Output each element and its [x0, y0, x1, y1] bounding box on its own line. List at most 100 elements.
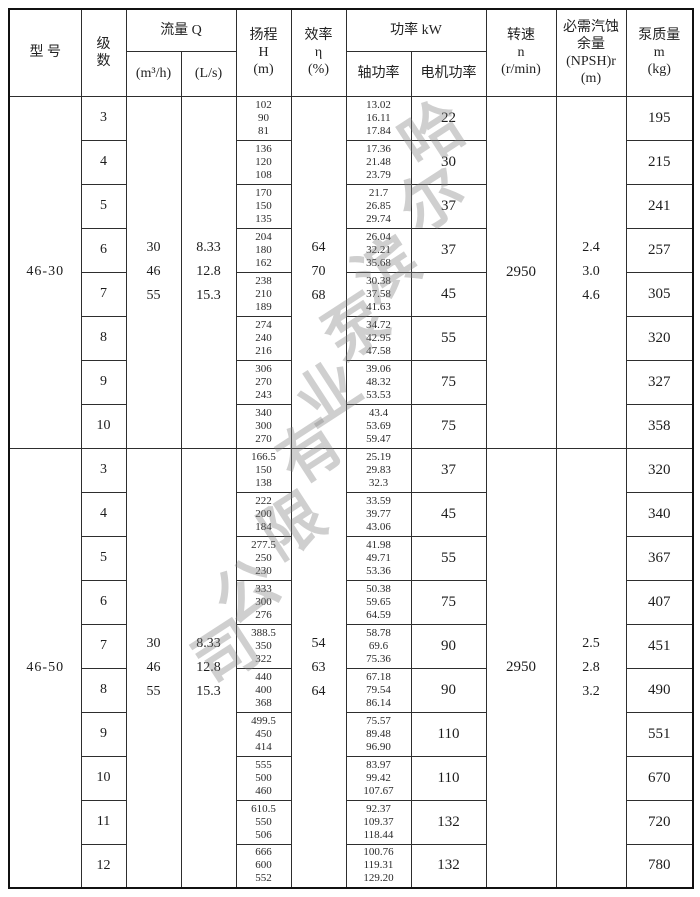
- table-row: 6 333 300 276 50.38 59.65 64.59 75 407: [9, 579, 694, 625]
- motor-power-cell: 37: [410, 183, 487, 229]
- mass-cell: 320: [625, 447, 694, 493]
- col-header-shaft-power: 轴功率: [345, 50, 412, 97]
- mass-cell: 340: [625, 491, 694, 537]
- mass-cell: 551: [625, 711, 694, 757]
- mass-cell: 257: [625, 227, 694, 273]
- col-header-flow-m3h: (m³/h): [125, 50, 182, 97]
- motor-power-cell: 132: [410, 843, 487, 889]
- motor-power-cell: 55: [410, 535, 487, 581]
- col-header-flow-ls: (L/s): [180, 50, 237, 97]
- table-row: 5 170 150 135 21.7 26.85 29.74 37 241: [9, 183, 694, 229]
- motor-power-cell: 75: [410, 579, 487, 625]
- stages-cell: 9: [80, 359, 127, 405]
- table-row: 11 610.5 550 506 92.37 109.37 118.44 132…: [9, 799, 694, 845]
- mass-cell: 241: [625, 183, 694, 229]
- motor-power-cell: 110: [410, 755, 487, 801]
- table-row: 7 238 210 189 30.38 37.58 41.63 45 305: [9, 271, 694, 317]
- table-row: 10 340 300 270 43.4 53.69 59.47 75 358: [9, 403, 694, 449]
- flow-ls-cell: 8.33 12.8 15.3: [180, 447, 237, 889]
- stages-cell: 6: [80, 579, 127, 625]
- motor-power-cell: 22: [410, 95, 487, 141]
- table-row: 46-50 3 30 46 55 8.33 12.8 15.3 166.5 15…: [8, 447, 694, 889]
- col-header-efficiency: 效率 η (%): [290, 8, 347, 97]
- table-row: 12 666 600 552 100.76 119.31 129.20 132 …: [9, 843, 694, 889]
- stages-cell: 12: [80, 843, 127, 889]
- head-cell: 306 270 243: [235, 359, 292, 405]
- head-cell: 277.5 250 230: [235, 535, 292, 581]
- head-cell: 204 180 162: [235, 227, 292, 273]
- mass-cell: 320: [625, 315, 694, 361]
- head-cell: 440 400 368: [235, 667, 292, 713]
- motor-power-cell: 110: [410, 711, 487, 757]
- table-row: 10 555 500 460 83.97 99.42 107.67 110 67…: [9, 755, 694, 801]
- shaft-power-cell: 34.72 42.95 47.58: [345, 315, 412, 361]
- table-row: 7 388.5 350 322 58.78 69.6 75.36 90 451: [9, 623, 694, 669]
- col-header-flow: 流量 Q: [125, 8, 237, 52]
- stages-cell: 5: [80, 535, 127, 581]
- shaft-power-cell: 67.18 79.54 86.14: [345, 667, 412, 713]
- speed-cell: 2950: [485, 95, 557, 449]
- shaft-power-cell: 75.57 89.48 96.90: [345, 711, 412, 757]
- mass-cell: 358: [625, 403, 694, 449]
- col-header-motor-power: 电机功率: [410, 50, 487, 97]
- shaft-power-cell: 25.19 29.83 32.3: [345, 447, 412, 493]
- shaft-power-cell: 26.04 32.21 35.68: [345, 227, 412, 273]
- shaft-power-cell: 21.7 26.85 29.74: [345, 183, 412, 229]
- shaft-power-cell: 50.38 59.65 64.59: [345, 579, 412, 625]
- flow-m3h-cell: 30 46 55: [125, 447, 182, 889]
- head-cell: 136 120 108: [235, 139, 292, 185]
- head-cell: 388.5 350 322: [235, 623, 292, 669]
- motor-power-cell: 55: [410, 315, 487, 361]
- mass-cell: 720: [625, 799, 694, 845]
- mass-cell: 367: [625, 535, 694, 581]
- shaft-power-cell: 39.06 48.32 53.53: [345, 359, 412, 405]
- col-header-mass: 泵质量 m (kg): [625, 8, 694, 97]
- mass-cell: 451: [625, 623, 694, 669]
- mass-cell: 407: [625, 579, 694, 625]
- shaft-power-cell: 43.4 53.69 59.47: [345, 403, 412, 449]
- head-cell: 274 240 216: [235, 315, 292, 361]
- mass-cell: 305: [625, 271, 694, 317]
- motor-power-cell: 90: [410, 623, 487, 669]
- head-cell: 333 300 276: [235, 579, 292, 625]
- head-cell: 340 300 270: [235, 403, 292, 449]
- motor-power-cell: 90: [410, 667, 487, 713]
- shaft-power-cell: 17.36 21.48 23.79: [345, 139, 412, 185]
- model-cell: 46-30: [8, 95, 82, 449]
- head-cell: 102 90 81: [235, 95, 292, 141]
- shaft-power-cell: 13.02 16.11 17.84: [345, 95, 412, 141]
- head-cell: 555 500 460: [235, 755, 292, 801]
- col-header-power: 功率 kW: [345, 8, 487, 52]
- shaft-power-cell: 83.97 99.42 107.67: [345, 755, 412, 801]
- speed-cell: 2950: [485, 447, 557, 889]
- mass-cell: 670: [625, 755, 694, 801]
- pump-spec-table: 型 号 级 数 流量 Q 扬程 H (m) 效率 η (%) 功率 kW 转速 …: [8, 8, 694, 889]
- mass-cell: 490: [625, 667, 694, 713]
- mass-cell: 195: [625, 95, 694, 141]
- motor-power-cell: 45: [410, 271, 487, 317]
- stages-cell: 4: [80, 139, 127, 185]
- npsh-cell: 2.4 3.0 4.6: [555, 95, 627, 449]
- stages-cell: 10: [80, 755, 127, 801]
- head-cell: 666 600 552: [235, 843, 292, 889]
- shaft-power-cell: 41.98 49.71 53.36: [345, 535, 412, 581]
- stages-cell: 3: [80, 447, 127, 493]
- table-row: 4 136 120 108 17.36 21.48 23.79 30 215: [9, 139, 694, 185]
- col-header-stages: 级 数: [80, 8, 127, 97]
- model-cell: 46-50: [8, 447, 82, 889]
- motor-power-cell: 30: [410, 139, 487, 185]
- col-header-head: 扬程 H (m): [235, 8, 292, 97]
- motor-power-cell: 37: [410, 227, 487, 273]
- efficiency-cell: 54 63 64: [290, 447, 347, 889]
- head-cell: 499.5 450 414: [235, 711, 292, 757]
- stages-cell: 8: [80, 667, 127, 713]
- stages-cell: 7: [80, 623, 127, 669]
- table-row: 5 277.5 250 230 41.98 49.71 53.36 55 367: [9, 535, 694, 581]
- stages-cell: 11: [80, 799, 127, 845]
- stages-cell: 9: [80, 711, 127, 757]
- stages-cell: 3: [80, 95, 127, 141]
- motor-power-cell: 132: [410, 799, 487, 845]
- stages-cell: 6: [80, 227, 127, 273]
- npsh-cell: 2.5 2.8 3.2: [555, 447, 627, 889]
- head-cell: 238 210 189: [235, 271, 292, 317]
